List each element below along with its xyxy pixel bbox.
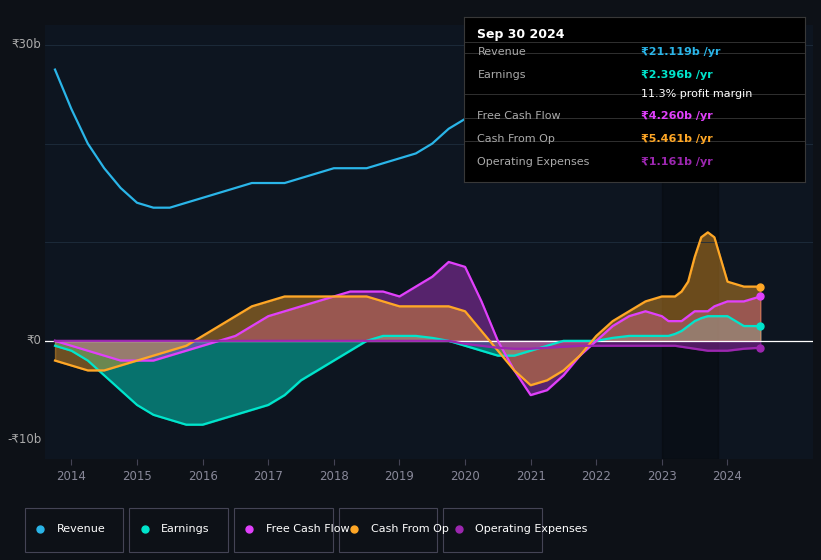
Text: Cash From Op: Cash From Op	[371, 524, 448, 534]
Text: ₹2.396b /yr: ₹2.396b /yr	[641, 69, 713, 80]
Text: ₹4.260b /yr: ₹4.260b /yr	[641, 111, 713, 121]
Text: Operating Expenses: Operating Expenses	[478, 157, 589, 167]
FancyBboxPatch shape	[443, 507, 542, 552]
Text: Operating Expenses: Operating Expenses	[475, 524, 588, 534]
Text: Revenue: Revenue	[57, 524, 105, 534]
Text: Earnings: Earnings	[478, 69, 526, 80]
Text: Revenue: Revenue	[478, 46, 526, 57]
Text: Sep 30 2024: Sep 30 2024	[478, 29, 565, 41]
Text: ₹0: ₹0	[26, 334, 41, 347]
Text: Earnings: Earnings	[161, 524, 210, 534]
Text: Cash From Op: Cash From Op	[478, 134, 555, 144]
Bar	[662, 25, 718, 459]
Text: Free Cash Flow: Free Cash Flow	[266, 524, 350, 534]
FancyBboxPatch shape	[339, 507, 438, 552]
Text: -₹10b: -₹10b	[7, 433, 41, 446]
Text: Free Cash Flow: Free Cash Flow	[478, 111, 561, 121]
Text: ₹1.161b /yr: ₹1.161b /yr	[641, 157, 713, 167]
FancyBboxPatch shape	[25, 507, 123, 552]
FancyBboxPatch shape	[234, 507, 333, 552]
Text: ₹21.119b /yr: ₹21.119b /yr	[641, 46, 721, 57]
Text: ₹5.461b /yr: ₹5.461b /yr	[641, 134, 713, 144]
FancyBboxPatch shape	[130, 507, 228, 552]
Text: ₹30b: ₹30b	[11, 39, 41, 52]
Text: 11.3% profit margin: 11.3% profit margin	[641, 90, 752, 100]
